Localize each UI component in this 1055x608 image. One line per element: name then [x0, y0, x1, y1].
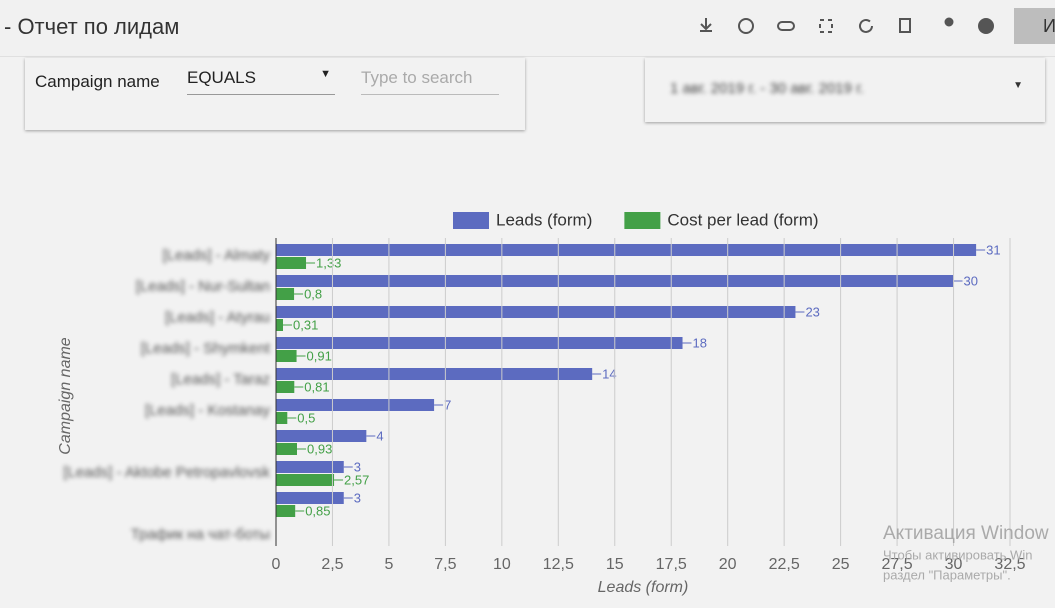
x-tick-label: 15: [606, 556, 624, 573]
x-tick-label: 30: [945, 556, 963, 573]
filter-card: Campaign name EQUALS ▼ Type to search: [25, 58, 525, 130]
legend-label: Leads (form): [496, 210, 592, 229]
filter-label: Campaign name: [35, 72, 160, 91]
help-icon[interactable]: [978, 18, 994, 34]
bar: [276, 319, 284, 331]
header: - Отчет по лидам И: [0, 0, 1055, 57]
bar: [276, 505, 296, 517]
bar: [276, 257, 307, 269]
data-label: 0,93: [307, 441, 332, 456]
y-tick-label: [Leads] - Kostanay: [145, 402, 271, 419]
y-axis-title: Campaign name: [57, 337, 74, 455]
dropdown-arrow: ▼: [1013, 80, 1023, 91]
bar: [276, 443, 298, 455]
legend-swatch: [624, 212, 661, 229]
x-tick-label: 27,5: [882, 556, 913, 573]
x-tick-label: 22,5: [769, 556, 800, 573]
toolbar: И: [700, 8, 1055, 44]
bar: [276, 288, 295, 300]
fullscreen-icon[interactable]: [819, 19, 833, 33]
x-tick-label: 32,5: [994, 556, 1025, 573]
data-label: 14: [602, 366, 616, 381]
watermark-text: Чтобы активировать Win: [883, 547, 1032, 562]
y-tick-label: [Leads] - Atyrau: [165, 309, 270, 326]
x-tick-label: 12,5: [543, 556, 574, 573]
legend-swatch: [453, 212, 489, 229]
data-label: 0,81: [304, 379, 329, 394]
y-tick-label: [Leads] - Almaty: [162, 247, 270, 264]
x-tick-label: 0: [272, 556, 281, 573]
y-tick-label: [Leads] - Nur-Sultan: [136, 278, 270, 295]
operator-value: EQUALS: [187, 68, 256, 87]
y-tick-label: [Leads] - Aktobe Petropavlovsk: [63, 464, 270, 481]
data-label: 0,31: [293, 317, 318, 332]
data-label: 2,57: [344, 472, 369, 487]
y-tick-label: Трафик на чат-боты: [131, 526, 270, 543]
y-tick-label: [Leads] - Taraz: [171, 371, 270, 388]
report-title: - Отчет по лидам: [4, 14, 180, 39]
data-label: 3: [354, 459, 361, 474]
add-user-icon[interactable]: [944, 17, 954, 27]
x-axis-title: Leads (form): [598, 579, 689, 596]
x-tick-label: 10: [493, 556, 511, 573]
data-label: 0,91: [307, 348, 332, 363]
bar: [276, 275, 954, 287]
x-tick-label: 20: [719, 556, 737, 573]
bar: [276, 368, 593, 380]
bar: [276, 399, 435, 411]
bar: [276, 430, 367, 442]
data-label: 0,8: [304, 286, 322, 301]
copy-icon[interactable]: [899, 18, 911, 33]
legend-label: Cost per lead (form): [667, 210, 818, 229]
data-label: 18: [693, 335, 707, 350]
data-label: 0,5: [297, 410, 315, 425]
bar: [276, 381, 295, 393]
bar: [276, 461, 344, 473]
watermark-text: раздел "Параметры".: [883, 567, 1011, 582]
data-label: 3: [354, 490, 361, 505]
edit-button[interactable]: [1014, 8, 1055, 44]
x-tick-label: 2,5: [321, 556, 343, 573]
bar: [276, 306, 796, 318]
date-card: 1 авг. 2019 г. - 30 авг. 2019 г. ▼: [645, 58, 1045, 122]
schedule-icon[interactable]: [738, 18, 754, 34]
data-label: 30: [964, 273, 978, 288]
date-range[interactable]: 1 авг. 2019 г. - 30 авг. 2019 г.: [670, 80, 864, 97]
download-icon[interactable]: [700, 18, 712, 32]
data-label: 7: [444, 397, 451, 412]
data-label: 1,33: [316, 255, 341, 270]
edit-label: И: [1043, 16, 1055, 36]
bar: [276, 492, 344, 504]
search-input[interactable]: Type to search: [361, 68, 499, 95]
operator-select[interactable]: EQUALS ▼: [187, 68, 335, 95]
dropdown-arrow: ▼: [320, 68, 331, 80]
data-label: 31: [986, 242, 1000, 257]
link-icon[interactable]: [777, 21, 795, 31]
data-label: 0,85: [305, 503, 330, 518]
x-tick-label: 25: [832, 556, 850, 573]
x-tick-label: 17,5: [656, 556, 687, 573]
x-tick-label: 7,5: [434, 556, 456, 573]
bar: [276, 337, 683, 349]
watermark-title: Активация Window: [883, 523, 1049, 544]
data-label: 23: [805, 304, 819, 319]
x-tick-label: 5: [384, 556, 393, 573]
bar: [276, 244, 977, 256]
bar: [276, 474, 335, 486]
y-tick-label: [Leads] - Shymkent: [141, 340, 271, 357]
bar: [276, 350, 297, 362]
data-label: 4: [376, 428, 383, 443]
refresh-icon[interactable]: [859, 18, 873, 33]
bar: [276, 412, 288, 424]
